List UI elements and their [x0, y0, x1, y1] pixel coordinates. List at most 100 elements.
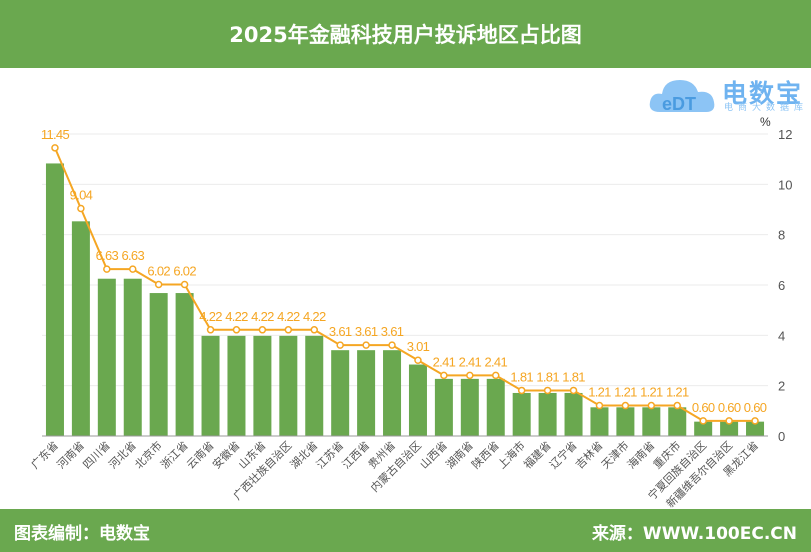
x-tick-label: 江西省 — [340, 439, 373, 472]
x-tick-label: 海南省 — [624, 438, 657, 471]
chart-title-bar: 2025年金融科技用户投诉地区占比图 — [0, 0, 811, 68]
x-tick-label: 天津市 — [598, 438, 631, 471]
line-point — [258, 326, 267, 334]
bar — [590, 407, 609, 436]
bar — [227, 335, 246, 436]
y-tick-label: 12 — [778, 127, 792, 142]
x-tick-label: 江苏省 — [314, 439, 347, 472]
line-point — [647, 401, 656, 410]
x-tick-label: 辽宁省 — [546, 438, 579, 471]
y-tick-label: 0 — [778, 429, 785, 444]
bar — [408, 364, 427, 436]
line-point — [440, 371, 448, 380]
line-point — [673, 401, 681, 410]
x-tick-label: 云南省 — [184, 439, 217, 472]
bar — [331, 350, 350, 436]
data-label: 1.21 — [666, 385, 689, 400]
x-tick-label: 河北省 — [106, 439, 139, 472]
bar — [45, 163, 64, 436]
bar — [512, 392, 531, 436]
line-point — [336, 341, 344, 349]
line-point — [77, 204, 85, 213]
line-point — [543, 386, 552, 395]
x-tick-label: 四川省 — [80, 439, 113, 472]
logo-name: 电数宝 — [722, 79, 804, 108]
footer-credit: 图表编制：电数宝 — [14, 524, 150, 544]
line-point — [595, 401, 604, 410]
data-label: 2.41 — [433, 354, 456, 369]
data-label: 4.22 — [303, 309, 326, 324]
line-point — [517, 386, 526, 395]
x-tick-label: 北京市 — [132, 438, 165, 471]
data-label: 0.60 — [692, 400, 715, 415]
line-point — [751, 417, 759, 425]
chart-area: 024681012%广东省河南省四川省河北省北京市浙江省云南省安徽省山东省广西壮… — [29, 115, 793, 509]
data-label: 9.04 — [70, 187, 93, 202]
bar — [253, 335, 272, 436]
x-tick-label: 湖北省 — [288, 439, 321, 472]
data-label: 6.63 — [96, 248, 119, 263]
line-point — [232, 326, 241, 334]
line-point — [284, 326, 293, 334]
y-tick-label: 4 — [778, 328, 785, 343]
svg-text:eDT: eDT — [662, 94, 696, 114]
logo-subtitle: 电商大数据库 — [724, 103, 809, 113]
bar — [486, 378, 505, 436]
data-label: 0.60 — [744, 400, 767, 415]
bar — [460, 378, 479, 436]
x-tick-label: 陕西省 — [469, 438, 502, 471]
bar — [357, 350, 376, 436]
line-point — [388, 341, 396, 349]
data-label: 1.21 — [614, 385, 637, 400]
line-point — [180, 280, 189, 289]
x-tick-label: 浙江省 — [158, 439, 191, 472]
data-label: 3.01 — [407, 339, 430, 354]
bar — [71, 221, 90, 436]
logo: eDT 电数宝 电商大数据库 — [648, 72, 808, 118]
data-label: 4.22 — [199, 309, 222, 324]
x-tick-label: 湖南省 — [443, 439, 476, 472]
x-tick-label: 广东省 — [29, 439, 62, 472]
data-label: 2.41 — [459, 354, 482, 369]
y-tick-label: 6 — [778, 278, 785, 293]
line-point — [699, 417, 707, 425]
data-label: 1.81 — [536, 369, 559, 384]
footer-source: 来源：WWW.100EC.CN — [591, 524, 797, 544]
line-point — [569, 386, 578, 395]
bar — [720, 421, 739, 436]
bar — [175, 293, 194, 436]
line-point — [362, 341, 370, 349]
data-label: 4.22 — [277, 309, 300, 324]
line-point — [621, 401, 630, 410]
data-label: 3.61 — [329, 324, 352, 339]
bar — [149, 293, 168, 436]
y-axis-unit: % — [760, 115, 771, 129]
y-tick-label: 8 — [778, 228, 785, 243]
data-label: 1.81 — [510, 369, 533, 384]
data-label: 6.02 — [147, 263, 170, 278]
bar — [538, 392, 557, 436]
data-label: 11.45 — [41, 127, 70, 142]
x-tick-label: 安徽省 — [209, 438, 242, 471]
bar — [616, 407, 635, 436]
data-label: 4.22 — [251, 309, 274, 324]
bar — [383, 350, 402, 436]
bar — [564, 392, 583, 436]
line-series — [54, 147, 756, 422]
footer: 图表编制：电数宝 来源：WWW.100EC.CN — [0, 509, 811, 552]
line-point — [206, 326, 215, 334]
chart-title: 2025年金融科技用户投诉地区占比图 — [229, 23, 582, 47]
line-point — [154, 280, 163, 289]
data-label: 1.81 — [562, 369, 585, 384]
data-label: 6.63 — [121, 248, 144, 263]
line-point — [492, 371, 500, 380]
cloud-logo-icon: eDT — [649, 80, 715, 114]
x-tick-label: 福建省 — [520, 438, 553, 471]
line-point — [725, 417, 733, 425]
bar — [668, 407, 687, 436]
data-label: 2.41 — [484, 354, 507, 369]
line-point — [51, 144, 59, 152]
data-label: 3.61 — [355, 324, 378, 339]
data-label: 3.61 — [381, 324, 404, 339]
bar — [694, 421, 713, 436]
